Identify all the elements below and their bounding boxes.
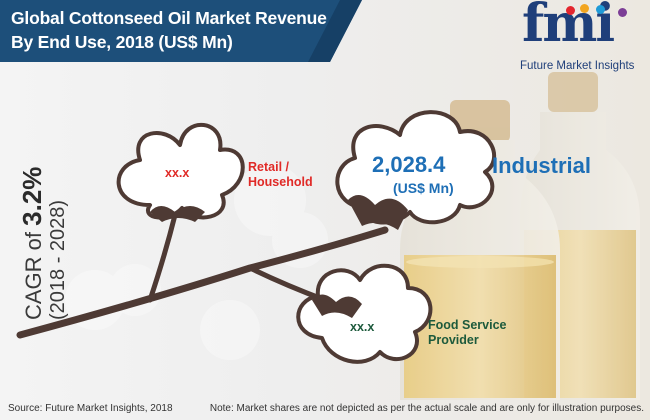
cagr-line: CAGR of 3.2% — [17, 166, 47, 320]
segment-value-industrial: 2,028.4 — [372, 152, 446, 177]
disclaimer-note: Note: Market shares are not depicted as … — [209, 403, 644, 414]
title-banner-shape — [0, 0, 362, 62]
source-note: Source: Future Market Insights, 2018 — [8, 403, 173, 414]
segment-value-retail: xx.x — [165, 166, 190, 180]
segment-label-food-line-1: Food Service — [428, 318, 507, 332]
logo-dot-purple — [618, 8, 627, 17]
segment-label-retail: Retail / Household — [248, 160, 313, 190]
title-banner: Global Cottonseed Oil Market Revenue By … — [0, 0, 362, 62]
segment-value-food-service: xx.x — [350, 320, 375, 334]
segment-label-food-service: Food Service Provider — [428, 318, 507, 348]
segment-unit-industrial: (US$ Mn) — [393, 180, 454, 196]
logo-dot-red — [566, 6, 575, 15]
segment-label-industrial: Industrial — [492, 153, 592, 178]
cotton-boll-retail — [116, 122, 245, 222]
segment-label-food-line-2: Provider — [428, 333, 479, 347]
segment-label-retail-line-1: Retail / — [248, 160, 289, 174]
logo-dot-orange — [580, 4, 589, 13]
cagr-prefix: CAGR of — [21, 225, 46, 320]
cagr-period: (2018 - 2028) — [47, 199, 69, 320]
cotton-boll-food-service — [296, 263, 433, 364]
chart-subtitle: By End Use, 2018 (US$ Mn) — [11, 32, 233, 52]
segment-label-retail-line-2: Household — [248, 175, 313, 189]
fmi-logo: fmi Future Market Insights — [520, 0, 646, 74]
chart-title: Global Cottonseed Oil Market Revenue — [11, 8, 327, 28]
logo-tagline: Future Market Insights — [520, 60, 635, 72]
cagr-block: CAGR of 3.2% (2018 - 2028) — [17, 166, 70, 320]
logo-dot-blue — [596, 5, 605, 14]
stem-retail — [147, 212, 178, 303]
front-bottle — [400, 100, 560, 400]
main-branch — [16, 226, 389, 339]
cotton-boll-industrial — [335, 110, 497, 230]
cagr-value: 3.2% — [17, 166, 47, 226]
